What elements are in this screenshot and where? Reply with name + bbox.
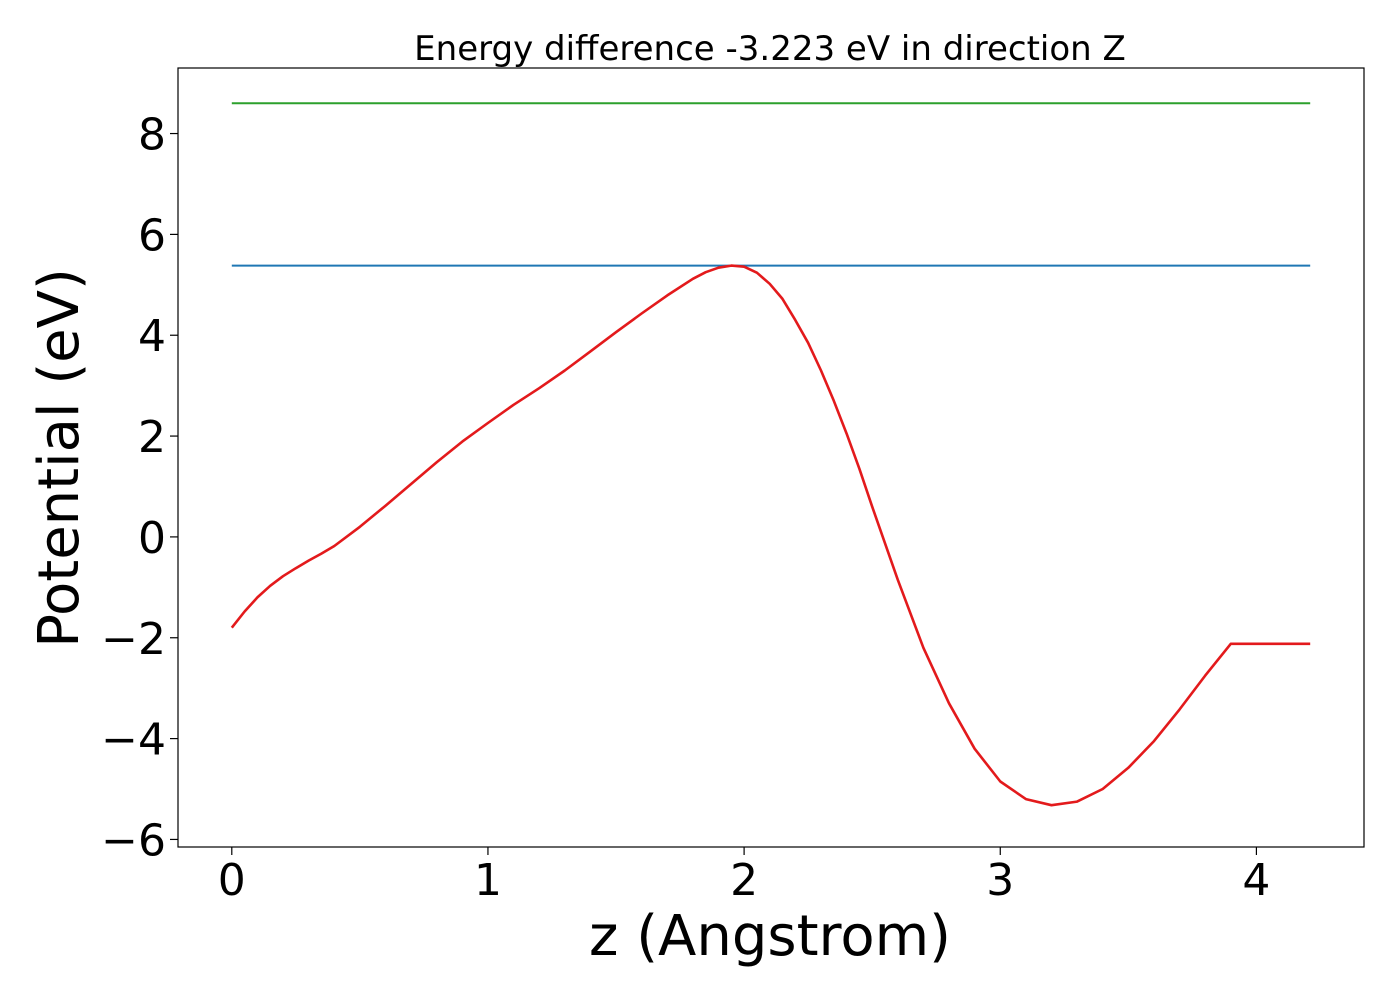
plot-frame: [177, 67, 1365, 848]
y-tick-label: 8: [138, 110, 166, 161]
x-tick-label: 4: [1242, 855, 1270, 906]
y-tick-label: 0: [138, 513, 166, 564]
series-line-3: [230, 264, 1311, 807]
plot-area: [230, 102, 1311, 807]
x-axis-label: z (Angstrom): [589, 904, 951, 969]
chart-title: Energy difference -3.223 eV in direction…: [414, 29, 1126, 69]
x-tick-label: 2: [730, 855, 758, 906]
y-axis: −6 −4 −2 0 2 4 6 8: [101, 110, 178, 866]
y-tick-label: −6: [101, 815, 166, 866]
y-tick-label: 4: [138, 311, 166, 362]
y-tick-label: −4: [101, 715, 166, 766]
x-axis: 0 1 2 3 4: [218, 847, 1270, 906]
x-tick-label: 0: [218, 855, 246, 906]
y-tick-label: 2: [138, 412, 166, 463]
y-tick-label: 6: [138, 210, 166, 261]
x-tick-label: 3: [986, 855, 1014, 906]
y-axis-label: Potential (eV): [27, 268, 92, 648]
y-tick-label: −2: [101, 614, 166, 665]
x-tick-label: 1: [474, 855, 502, 906]
